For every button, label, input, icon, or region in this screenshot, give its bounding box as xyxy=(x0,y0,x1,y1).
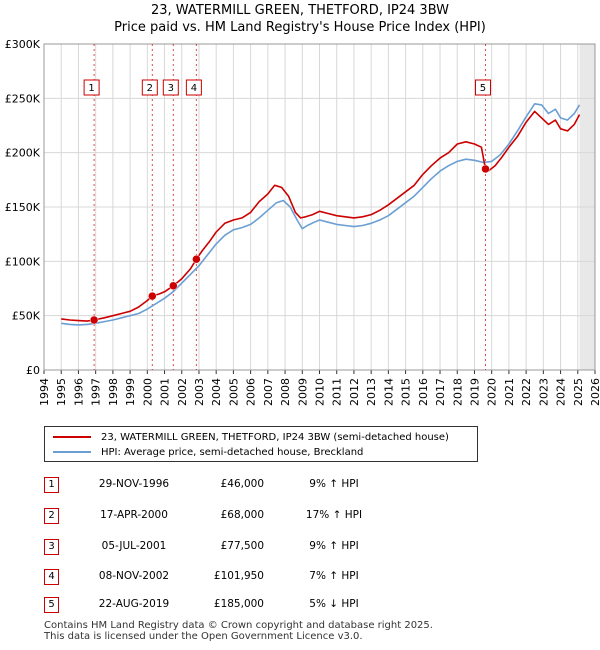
y-tick-label: £0 xyxy=(26,364,40,377)
transaction-number-badge: 2 xyxy=(44,508,59,524)
x-tick-label: 2003 xyxy=(193,378,206,406)
transaction-label: 3 xyxy=(168,83,174,94)
transaction-point xyxy=(148,291,157,301)
transaction-price: £101,950 xyxy=(213,570,264,582)
chart-title-block: 23, WATERMILL GREEN, THETFORD, IP24 3BW … xyxy=(0,2,600,36)
x-tick-label: 2008 xyxy=(279,378,292,406)
x-tick-label: 2002 xyxy=(176,378,189,406)
x-tick-label: 2006 xyxy=(245,378,258,406)
y-tick-label: £100K xyxy=(5,255,41,268)
transaction-hpi-change: 17% ↑ HPI xyxy=(305,509,363,521)
transaction-hpi-change: 9% ↑ HPI xyxy=(309,540,359,552)
x-tick-label: 2012 xyxy=(348,378,361,406)
x-tick-label: 2025 xyxy=(572,378,585,406)
transaction-label-box xyxy=(162,79,179,96)
x-tick-label: 2019 xyxy=(468,378,481,406)
y-tick-label: £250K xyxy=(5,92,41,105)
transaction-point xyxy=(481,164,490,174)
chart-legend: 23, WATERMILL GREEN, THETFORD, IP24 3BW … xyxy=(44,426,478,462)
x-tick-label: 2020 xyxy=(486,378,499,406)
table-row: 4 08-NOV-2002 £101,950 7% ↑ HPI xyxy=(44,569,444,587)
transaction-date: 22-AUG-2019 xyxy=(98,598,170,610)
x-tick-label: 1997 xyxy=(90,378,103,406)
x-tick-label: 2014 xyxy=(382,378,395,406)
x-tick-label: 2015 xyxy=(400,378,413,406)
y-tick-label: £50K xyxy=(12,310,41,323)
transaction-date: 05-JUL-2001 xyxy=(101,540,167,552)
transaction-label: 4 xyxy=(191,83,197,94)
transaction-label: 5 xyxy=(480,83,486,94)
x-tick-label: 2017 xyxy=(434,378,447,406)
transaction-label-box xyxy=(83,79,100,96)
transaction-price: £185,000 xyxy=(213,598,264,610)
plot-frame xyxy=(43,43,596,371)
transaction-point xyxy=(169,281,178,291)
x-tick-label: 2021 xyxy=(503,378,516,406)
legend-swatch-hpi xyxy=(53,451,91,453)
footer-copyright: Contains HM Land Registry data © Crown c… xyxy=(44,620,433,631)
x-tick-label: 2016 xyxy=(417,378,430,406)
y-tick-label: £300K xyxy=(5,38,41,51)
transaction-hpi-change: 7% ↑ HPI xyxy=(309,570,359,582)
x-tick-label: 1995 xyxy=(55,378,68,406)
x-tick-label: 2024 xyxy=(555,378,568,406)
legend-item-hpi: HPI: Average price, semi-detached house,… xyxy=(53,445,363,459)
x-tick-label: 2005 xyxy=(227,378,240,406)
transaction-number-badge: 5 xyxy=(44,597,59,613)
y-tick-label: £150K xyxy=(5,201,41,214)
x-tick-label: 2018 xyxy=(451,378,464,406)
transaction-point xyxy=(192,254,201,264)
transaction-hpi-change: 9% ↑ HPI xyxy=(309,478,359,490)
table-row: 2 17-APR-2000 £68,000 17% ↑ HPI xyxy=(44,508,444,526)
transaction-label: 1 xyxy=(88,83,94,94)
x-tick-label: 2000 xyxy=(141,378,154,406)
x-tick-label: 1996 xyxy=(72,378,85,406)
transaction-date: 08-NOV-2002 xyxy=(98,570,170,582)
legend-item-property: 23, WATERMILL GREEN, THETFORD, IP24 3BW … xyxy=(53,430,449,444)
x-tick-label: 2022 xyxy=(520,378,533,406)
x-tick-label: 2009 xyxy=(296,378,309,406)
transaction-date: 17-APR-2000 xyxy=(100,509,168,521)
x-tick-label: 2010 xyxy=(314,378,327,406)
table-row: 5 22-AUG-2019 £185,000 5% ↓ HPI xyxy=(44,597,444,615)
footer-attribution: Contains HM Land Registry data © Crown c… xyxy=(44,620,433,642)
x-tick-label: 2007 xyxy=(262,378,275,406)
transaction-number-badge: 3 xyxy=(44,539,59,555)
x-tick-label: 2026 xyxy=(589,378,600,406)
chart-subtitle: Price paid vs. HM Land Registry's House … xyxy=(114,20,486,35)
legend-label-property: 23, WATERMILL GREEN, THETFORD, IP24 3BW … xyxy=(101,431,449,443)
transaction-number-badge: 4 xyxy=(44,569,59,585)
x-tick-label: 2013 xyxy=(365,378,378,406)
table-row: 1 29-NOV-1996 £46,000 9% ↑ HPI xyxy=(44,477,444,495)
x-tick-label: 1999 xyxy=(124,378,137,406)
transaction-label-box xyxy=(185,79,202,96)
x-tick-label: 2023 xyxy=(537,378,550,406)
legend-label-hpi: HPI: Average price, semi-detached house,… xyxy=(101,446,364,458)
x-tick-label: 2004 xyxy=(210,378,223,406)
chart-title: 23, WATERMILL GREEN, THETFORD, IP24 3BW xyxy=(150,3,450,18)
hpi-line xyxy=(61,103,581,326)
transaction-date: 29-NOV-1996 xyxy=(98,478,170,490)
price-chart: 1994 1995 1996 1997 1998 1999 2000 2001 2002 2003… xyxy=(5,38,600,406)
footer-licence: This data is licensed under the Open Gov… xyxy=(44,631,363,642)
x-tick-label: 2001 xyxy=(159,378,172,406)
transaction-label-box xyxy=(141,79,158,96)
transaction-label-box xyxy=(474,79,491,96)
transaction-price: £77,500 xyxy=(220,540,264,552)
x-tick-label: 1998 xyxy=(107,378,120,406)
table-row: 3 05-JUL-2001 £77,500 9% ↑ HPI xyxy=(44,539,444,557)
transaction-price: £68,000 xyxy=(220,509,264,521)
x-tick-label: 2011 xyxy=(331,378,344,406)
y-tick-label: £200K xyxy=(5,147,41,160)
legend-swatch-property xyxy=(53,436,91,438)
transaction-hpi-change: 5% ↓ HPI xyxy=(309,598,359,610)
transaction-price: £46,000 xyxy=(220,478,264,490)
transaction-number-badge: 1 xyxy=(44,477,59,493)
x-tick-label: 1994 xyxy=(38,378,51,406)
transaction-label: 2 xyxy=(147,83,153,94)
transaction-point xyxy=(89,315,99,325)
